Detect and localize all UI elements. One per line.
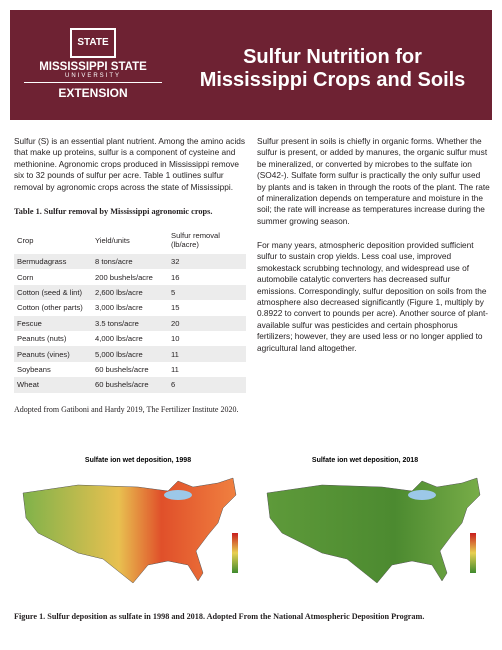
table-cell: 2,600 lbs/acre [95, 287, 143, 297]
logo-rule [24, 82, 162, 83]
table-cell: 5,000 lbs/acre [95, 349, 143, 359]
table-row: Cotton (other parts) 3,000 lbs/acre 15 [14, 300, 246, 315]
table-cell: 20 [171, 318, 180, 328]
table-cell: 6 [171, 380, 176, 390]
table-cell: Bermudagrass [17, 257, 67, 267]
map-title: Sulfate ion wet deposition, 1998 [85, 457, 191, 464]
table-cell: Peanuts (nuts) [17, 334, 67, 344]
table-cell: 200 bushels/acre [95, 272, 153, 282]
paragraph: Sulfur present in soils is chiefly in or… [257, 136, 490, 226]
title-line: Sulfur Nutrition for [243, 46, 422, 68]
legend-bar [232, 533, 238, 573]
table-cell: 11 [171, 364, 179, 374]
table-cell: 4,000 lbs/acre [95, 334, 143, 344]
logo-mark: STATE [70, 28, 116, 58]
table-cell: 32 [171, 257, 180, 267]
table-cell: Soybeans [17, 364, 51, 374]
table-cell: Cotton (seed & lint) [17, 287, 82, 297]
table-header: Crop [17, 235, 34, 245]
table-row: Peanuts (vines) 5,000 lbs/acre 11 [14, 346, 246, 362]
paragraph: For many years, atmospheric deposition p… [257, 240, 489, 353]
table-cell: 60 bushels/acre [95, 380, 149, 390]
logo-name: MISSISSIPPI STATE [39, 61, 147, 73]
table-cell: 15 [171, 303, 180, 313]
table-cell: 5 [171, 287, 176, 297]
table-header: Yield/units [95, 235, 130, 245]
table-cell: 8 tons/acre [95, 257, 133, 267]
table-cell: Wheat [17, 380, 39, 390]
crop-table: Crop Yield/units Sulfur removal (lb/acre… [14, 226, 246, 393]
map-title: Sulfate ion wet deposition, 2018 [312, 457, 418, 464]
logo-sub: UNIVERSITY [64, 73, 121, 79]
table-cell: 3,000 lbs/acre [95, 303, 143, 313]
table-row: Corn 200 bushels/acre 16 [14, 269, 246, 284]
table-row: Peanuts (nuts) 4,000 lbs/acre 10 [14, 331, 246, 346]
header-band: STATE MISSISSIPPI STATE UNIVERSITY EXTEN… [10, 10, 492, 120]
table-row: Wheat 60 bushels/acre 6 [14, 377, 246, 393]
table-caption: Table 1. Sulfur removal by Mississippi a… [14, 207, 213, 216]
legend-bar [470, 533, 476, 573]
table-header: Sulfur removal (lb/acre) [171, 231, 220, 249]
table-cell: Corn [17, 272, 34, 282]
table-cell: 10 [171, 334, 180, 344]
table-row: Cotton (seed & lint) 2,600 lbs/acre 5 [14, 284, 246, 301]
table-cell: Cotton (other parts) [17, 303, 83, 313]
table-cell: Peanuts (vines) [17, 349, 70, 359]
table-body: Bermudagrass 8 tons/acre 32 Corn 200 bushels… [14, 254, 246, 393]
table-cell: 60 bushels/acre [95, 364, 149, 374]
table-row: Bermudagrass 8 tons/acre 32 [14, 254, 246, 270]
table-cell: 16 [171, 272, 180, 282]
table-cell: 11 [171, 349, 179, 359]
source-note: Adopted from Gatiboni and Hardy 2019, Th… [14, 405, 239, 414]
figure: Sulfate ion wet deposition, 1998 Sulfate… [22, 457, 481, 584]
table-cell: 3.5 tons/acre [95, 318, 139, 328]
logo-unit: EXTENSION [58, 86, 128, 100]
map-2018 [266, 477, 481, 584]
table-cell: Fescue [17, 318, 42, 328]
intro: Sulfur (S) is an essential plant nutrien… [14, 136, 246, 192]
title-line: Mississippi Crops and Soils [199, 69, 466, 91]
map-1998 [22, 477, 237, 584]
title: Sulfur Nutrition for Mississippi Crops a… [180, 46, 485, 92]
logo: STATE MISSISSIPPI STATE UNIVERSITY EXTEN… [18, 28, 168, 100]
table-row: Soybeans 60 bushels/acre 11 [14, 362, 246, 377]
figure-caption: Figure 1. Sulfur deposition as sulfate i… [14, 612, 425, 621]
table-row: Fescue 3.5 tons/acre 20 [14, 315, 246, 331]
